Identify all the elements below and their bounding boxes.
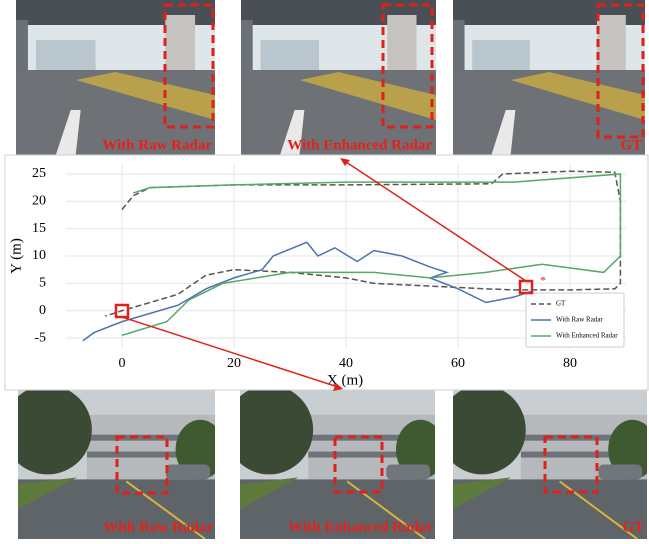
photo-caption: With Raw Radar [103,519,213,535]
photo-caption: GT [620,137,642,153]
x-axis-label: X (m) [327,372,363,388]
y-tick-label: 20 [32,194,46,209]
y-tick-label: 0 [39,303,46,318]
y-tick-label: 10 [32,248,46,263]
x-tick-label: 40 [339,356,353,371]
y-axis-label: Y (m) [8,238,24,274]
y-tick-label: 25 [32,166,46,181]
legend-label: With Enhanced Radar [556,332,618,340]
y-tick-label: -5 [34,330,46,345]
photo-caption: With Raw Radar [102,137,212,153]
legend-label: With Raw Radar [556,316,603,324]
legend-label: GT [556,300,566,308]
photo-caption: With Enhanced Radar [288,519,433,535]
x-tick-label: 20 [227,356,241,371]
page: With Raw Radar With Enhanced Radar GT Wi… [0,0,649,539]
x-tick-label: 0 [119,356,126,371]
y-tick-label: 5 [39,276,46,291]
x-tick-label: 60 [451,356,465,371]
figure: With Raw Radar With Enhanced Radar GT Wi… [0,0,649,539]
chart: 0 20 40 60 80 -5 0 5 10 15 20 25 GT With Raw Radar Wit… [32,163,626,371]
x-tick-label: 80 [563,356,577,371]
photo-caption: GT [622,519,644,535]
y-tick-label: 15 [32,221,46,236]
photo-caption: With Enhanced Radar [287,137,432,153]
svg-text:*: * [540,273,546,287]
